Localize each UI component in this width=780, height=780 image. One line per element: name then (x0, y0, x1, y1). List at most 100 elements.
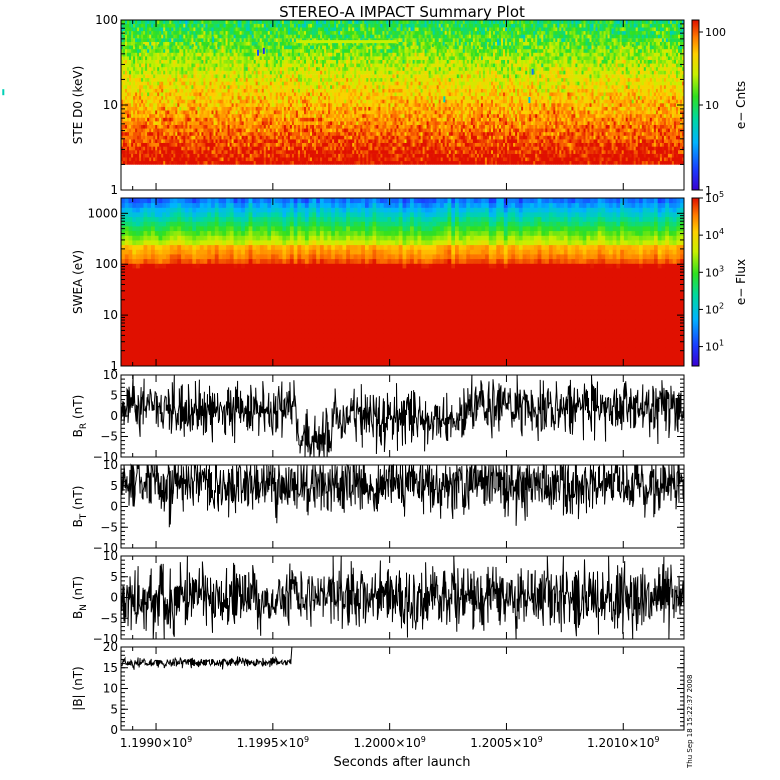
ste-cell (177, 20, 180, 24)
ste-cell (197, 20, 200, 24)
ste-cell (211, 70, 214, 75)
ste-cell (207, 23, 210, 28)
ste-cell (161, 135, 164, 140)
ste-cell (177, 48, 180, 53)
ste-cell (185, 56, 188, 60)
ste-cell (191, 139, 194, 143)
ste-cell (201, 139, 204, 143)
ste-cell (121, 153, 124, 158)
ste-cell (203, 139, 206, 143)
ste-cell (141, 121, 144, 125)
ste-cell (259, 81, 263, 86)
ste-cell (175, 113, 178, 118)
ste-cell (181, 70, 184, 75)
ste-cell (151, 95, 154, 100)
ste-cell (157, 41, 160, 46)
ste-cell (221, 63, 224, 68)
ste-cell (187, 128, 190, 133)
ste-cell (241, 59, 244, 64)
ste-cell (223, 66, 226, 71)
ste-cell (227, 131, 230, 136)
ste-cell (197, 135, 200, 140)
ste-cell (195, 77, 198, 82)
ste-cell (183, 59, 186, 64)
ste-cell (354, 48, 357, 53)
ste-cell (225, 41, 228, 46)
ste-cell (155, 106, 158, 111)
ste-cell (207, 34, 210, 39)
ste-cell (225, 99, 228, 104)
ste-cell (123, 92, 126, 97)
ste-cell (141, 146, 144, 151)
ste-cell (147, 59, 150, 64)
ste-cell (169, 52, 172, 57)
ste-cell (183, 160, 186, 165)
ste-cell (185, 117, 188, 122)
ste-cell (145, 20, 148, 24)
ste-cell (225, 131, 228, 136)
ste-cell (151, 45, 154, 50)
ste-cell (203, 23, 206, 28)
ste-cell (187, 34, 190, 39)
ste-cell (165, 135, 168, 140)
ste-cell (209, 48, 212, 53)
ste-cell (131, 74, 134, 79)
ste-cell (185, 81, 188, 86)
ste-cell (195, 95, 198, 100)
ste-cell (185, 139, 188, 143)
ste-cell (167, 124, 170, 129)
ste-cell (189, 124, 192, 129)
ste-cell (195, 142, 198, 147)
ste-cell (153, 128, 156, 133)
ste-cell (187, 56, 190, 60)
ste-cell (279, 56, 283, 60)
ste-cell (151, 27, 154, 32)
ste-cell (123, 113, 126, 118)
ste-cell (225, 95, 228, 100)
ste-cell (123, 20, 126, 24)
ste-cell (181, 45, 184, 50)
ste-cell (197, 27, 200, 32)
ste-cell (225, 45, 228, 50)
ste-cell (135, 81, 138, 86)
ste-cell (141, 30, 144, 35)
ste-cell (241, 30, 244, 35)
ste-cell (207, 131, 210, 136)
ste-cell (185, 45, 188, 50)
ste-cell (225, 38, 228, 42)
ste-cell (173, 20, 176, 24)
ste-cell (201, 85, 204, 89)
ste-cell (155, 99, 158, 104)
ste-cell (219, 45, 222, 50)
ste-cell (189, 52, 192, 57)
ste-cell (207, 124, 210, 129)
ste-cell (123, 81, 126, 86)
ste-cell (139, 121, 142, 125)
ste-cell (165, 77, 168, 82)
ste-cell (183, 95, 186, 100)
ste-cell (125, 117, 128, 122)
ste-cell (215, 30, 218, 35)
ste-cell (213, 38, 216, 42)
ste-cell (163, 56, 166, 60)
ste-cell (193, 139, 196, 143)
ste-cell (153, 23, 156, 28)
ste-cell (193, 34, 196, 39)
ste-cell (209, 52, 212, 57)
ste-cell (169, 110, 172, 115)
ste-cell (227, 23, 230, 28)
ste-cell (137, 45, 140, 50)
ste-cell (167, 45, 170, 50)
ste-cell (195, 23, 198, 28)
ste-cell (209, 157, 212, 162)
ste-cell (169, 56, 172, 60)
ste-cell (123, 74, 126, 79)
ste-cell (189, 121, 192, 125)
ste-cell (157, 85, 160, 89)
ste-cell (241, 85, 244, 89)
ste-cell (171, 150, 174, 154)
ste-cell (127, 59, 130, 64)
ste-cell (199, 74, 202, 79)
ste-cell (217, 59, 220, 64)
ste-cell (297, 70, 301, 75)
